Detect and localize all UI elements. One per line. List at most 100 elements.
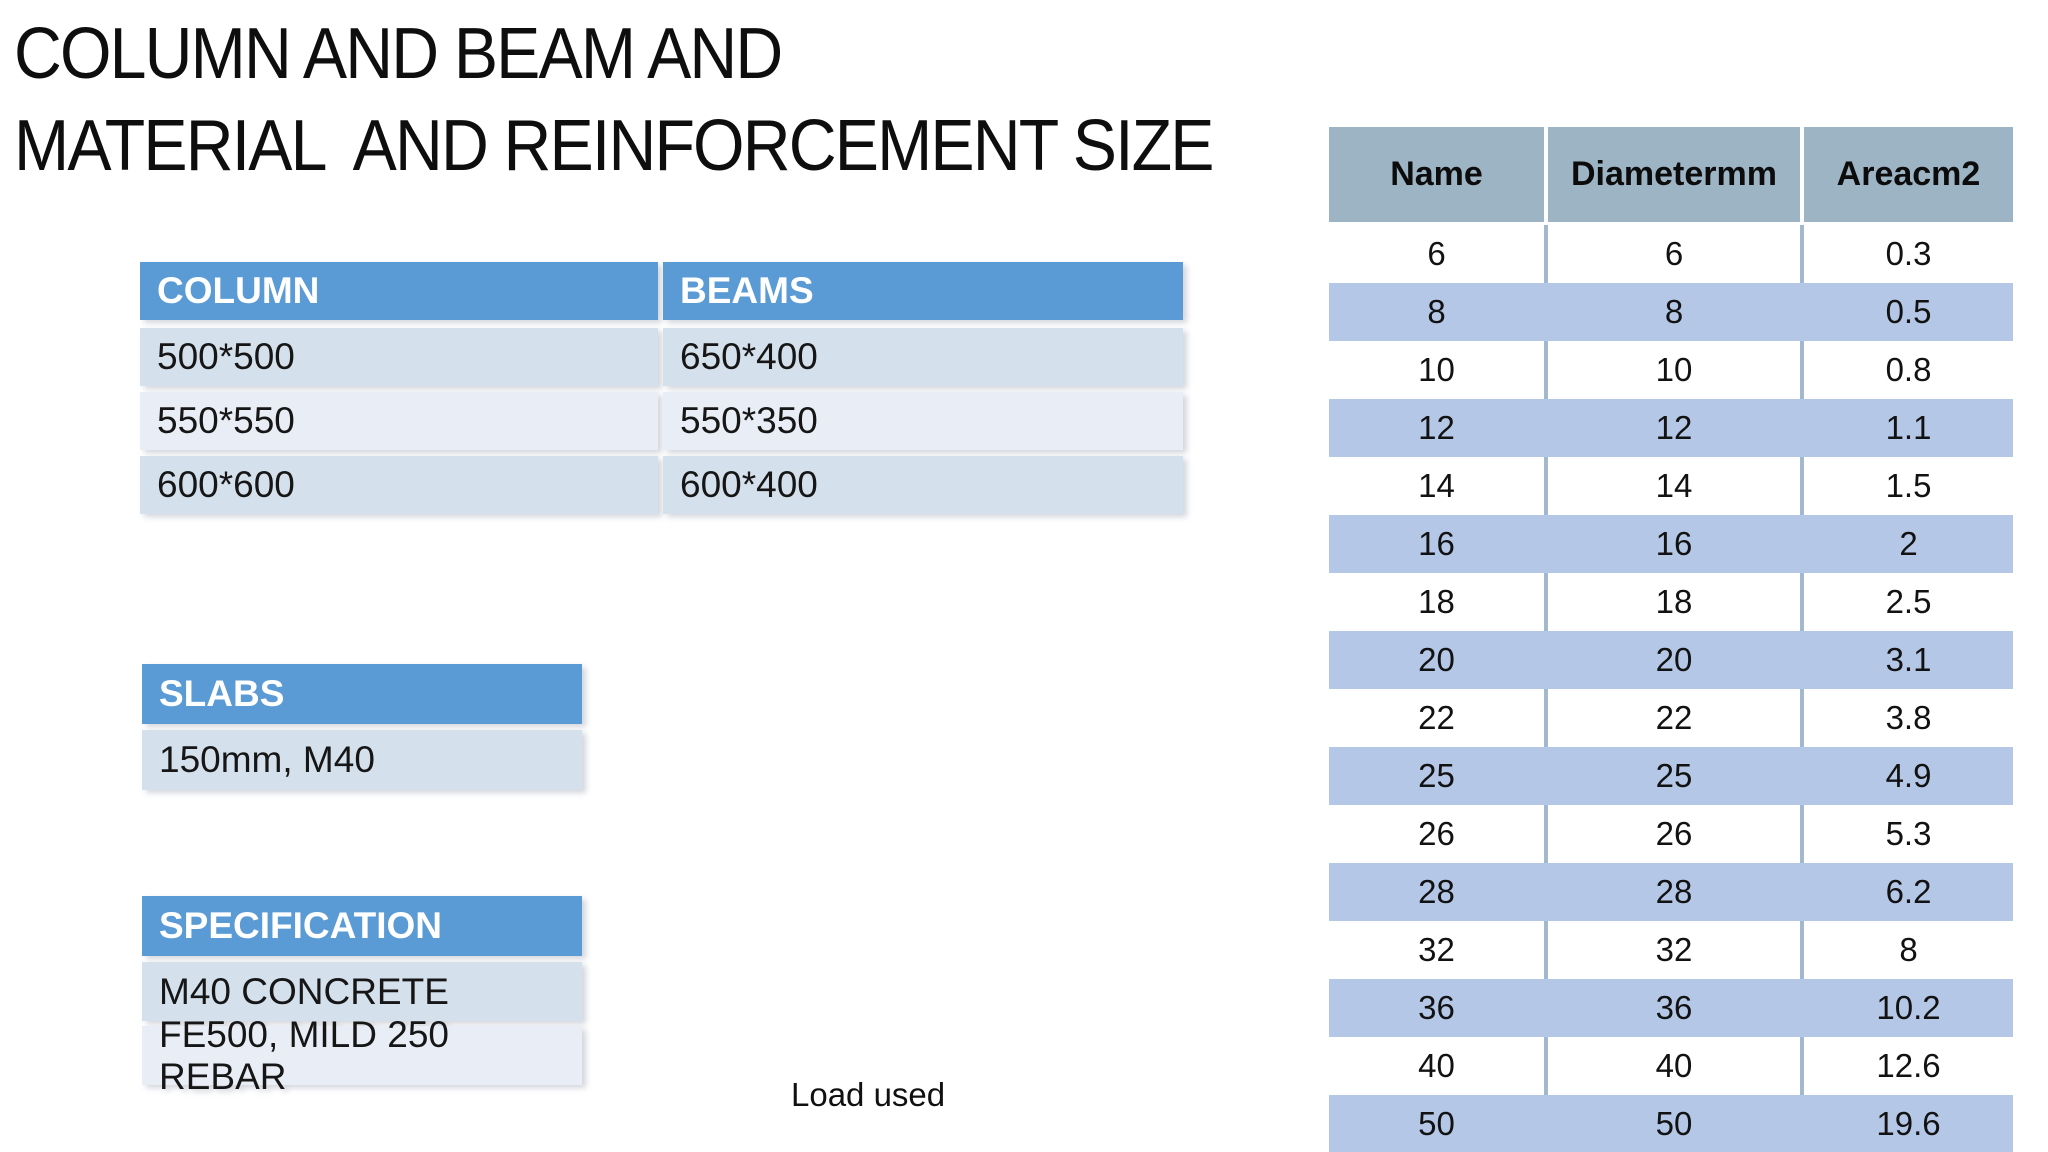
reinforcement-body: 6 6 0.3 8 8 0.5 10 10 0.8 12 <box>1329 225 2013 1152</box>
area-cell: 8 <box>1800 921 2013 979</box>
name-cell: 12 <box>1418 409 1455 446</box>
area-cell: 0.8 <box>1800 341 2013 399</box>
slabs-header: SLABS <box>142 664 582 724</box>
diameter-cell: 32 <box>1544 921 1800 979</box>
area-cell: 5.3 <box>1800 805 2013 863</box>
name-cell: 25 <box>1418 757 1455 794</box>
column-beam-body: 500*500 650*400 550*550 550*350 600*600 … <box>140 328 1183 514</box>
table-row: 6 6 0.3 <box>1329 225 2013 283</box>
area-cell: 0.3 <box>1800 225 2013 283</box>
specification-cell: M40 CONCRETE <box>142 962 582 1021</box>
table-row: 10 10 0.8 <box>1329 341 2013 399</box>
column-beam-table: COLUMN BEAMS 500*500 650*400 550*550 550… <box>140 262 1183 514</box>
name-cell: 20 <box>1418 641 1455 678</box>
table-row: 50 50 19.6 <box>1329 1095 2013 1152</box>
name-cell: 28 <box>1418 873 1455 910</box>
table-row: 32 32 8 <box>1329 921 2013 979</box>
column-header: COLUMN <box>140 262 658 320</box>
name-cell: 32 <box>1418 931 1455 968</box>
diameter-cell: 8 <box>1544 283 1800 341</box>
table-row: 28 28 6.2 <box>1329 863 2013 921</box>
beam-size-cell: 650*400 <box>663 328 1183 386</box>
diameter-cell: 12 <box>1544 399 1800 457</box>
diameter-cell: 14 <box>1544 457 1800 515</box>
name-cell: 10 <box>1418 351 1455 388</box>
reinforcement-header-row: Name Diametermm Areacm2 <box>1329 127 2013 225</box>
table-row: 600*600 600*400 <box>140 456 1183 514</box>
reinforcement-table: Name Diametermm Areacm2 6 6 0.3 8 8 0.5 <box>1329 127 2013 1152</box>
name-cell: 26 <box>1418 815 1455 852</box>
diameter-cell: 16 <box>1544 515 1800 573</box>
area-cell: 12.6 <box>1800 1037 2013 1095</box>
name-cell: 8 <box>1427 293 1446 330</box>
area-cell: 6.2 <box>1800 863 2013 921</box>
slab-spec-cell: 150mm, M40 <box>142 730 582 790</box>
name-cell: 6 <box>1427 235 1446 272</box>
beam-size-cell: 600*400 <box>663 456 1183 514</box>
table-row: 550*550 550*350 <box>140 392 1183 450</box>
title-line-2: MATERIAL AND REINFORCEMENT SIZE <box>14 106 1214 186</box>
page-title: COLUMN AND BEAM AND MATERIAL AND REINFOR… <box>14 8 1214 192</box>
name-cell: 50 <box>1418 1105 1455 1142</box>
column-beam-header-row: COLUMN BEAMS <box>140 262 1183 320</box>
table-row: 26 26 5.3 <box>1329 805 2013 863</box>
name-cell: 16 <box>1418 525 1455 562</box>
title-line-1: COLUMN AND BEAM AND <box>14 14 783 94</box>
name-cell: 40 <box>1418 1047 1455 1084</box>
table-row: 12 12 1.1 <box>1329 399 2013 457</box>
slabs-body: 150mm, M40 <box>142 730 582 790</box>
area-cell: 1.1 <box>1800 399 2013 457</box>
name-cell: 14 <box>1418 467 1455 504</box>
load-used-label: Load used <box>791 1076 946 1113</box>
table-row: M40 CONCRETE <box>142 962 582 1021</box>
diameter-cell: 36 <box>1544 979 1800 1037</box>
area-cell: 19.6 <box>1800 1095 2013 1152</box>
diameter-cell: 22 <box>1544 689 1800 747</box>
specification-cell: FE500, MILD 250 REBAR <box>142 1014 582 1097</box>
diameter-cell: 18 <box>1544 573 1800 631</box>
table-row: 40 40 12.6 <box>1329 1037 2013 1095</box>
table-row: 14 14 1.5 <box>1329 457 2013 515</box>
area-cell: 2.5 <box>1800 573 2013 631</box>
table-row: 18 18 2.5 <box>1329 573 2013 631</box>
area-cell: 10.2 <box>1800 979 2013 1037</box>
diameter-cell: 50 <box>1544 1095 1800 1152</box>
name-cell: 22 <box>1418 699 1455 736</box>
diameter-cell: 26 <box>1544 805 1800 863</box>
area-cell: 1.5 <box>1800 457 2013 515</box>
column-size-cell: 500*500 <box>140 328 658 386</box>
table-row: 36 36 10.2 <box>1329 979 2013 1037</box>
name-column-header: Name <box>1390 155 1483 193</box>
diameter-cell: 6 <box>1544 225 1800 283</box>
specification-header: SPECIFICATION <box>142 896 582 956</box>
specification-table: SPECIFICATION M40 CONCRETE FE500, MILD 2… <box>142 896 582 1097</box>
table-row: 22 22 3.8 <box>1329 689 2013 747</box>
table-row: 20 20 3.1 <box>1329 631 2013 689</box>
area-cell: 3.8 <box>1800 689 2013 747</box>
area-cell: 4.9 <box>1800 747 2013 805</box>
area-cell: 0.5 <box>1800 283 2013 341</box>
table-row: 16 16 2 <box>1329 515 2013 573</box>
diameter-cell: 40 <box>1544 1037 1800 1095</box>
area-cell: 3.1 <box>1800 631 2013 689</box>
specification-body: M40 CONCRETE FE500, MILD 250 REBAR <box>142 962 582 1097</box>
name-cell: 18 <box>1418 583 1455 620</box>
diameter-column-header: Diametermm <box>1544 127 1800 222</box>
beam-size-cell: 550*350 <box>663 392 1183 450</box>
table-row: 500*500 650*400 <box>140 328 1183 386</box>
diameter-cell: 20 <box>1544 631 1800 689</box>
diameter-cell: 10 <box>1544 341 1800 399</box>
table-row: FE500, MILD 250 REBAR <box>142 1014 582 1097</box>
table-row: 150mm, M40 <box>142 730 582 790</box>
area-cell: 2 <box>1800 515 2013 573</box>
name-cell: 36 <box>1418 989 1455 1026</box>
slabs-table: SLABS 150mm, M40 <box>142 664 582 790</box>
diameter-cell: 28 <box>1544 863 1800 921</box>
column-size-cell: 600*600 <box>140 456 658 514</box>
beams-header: BEAMS <box>663 262 1183 320</box>
table-row: 8 8 0.5 <box>1329 283 2013 341</box>
diameter-cell: 25 <box>1544 747 1800 805</box>
area-column-header: Areacm2 <box>1800 127 2013 222</box>
table-row: 25 25 4.9 <box>1329 747 2013 805</box>
